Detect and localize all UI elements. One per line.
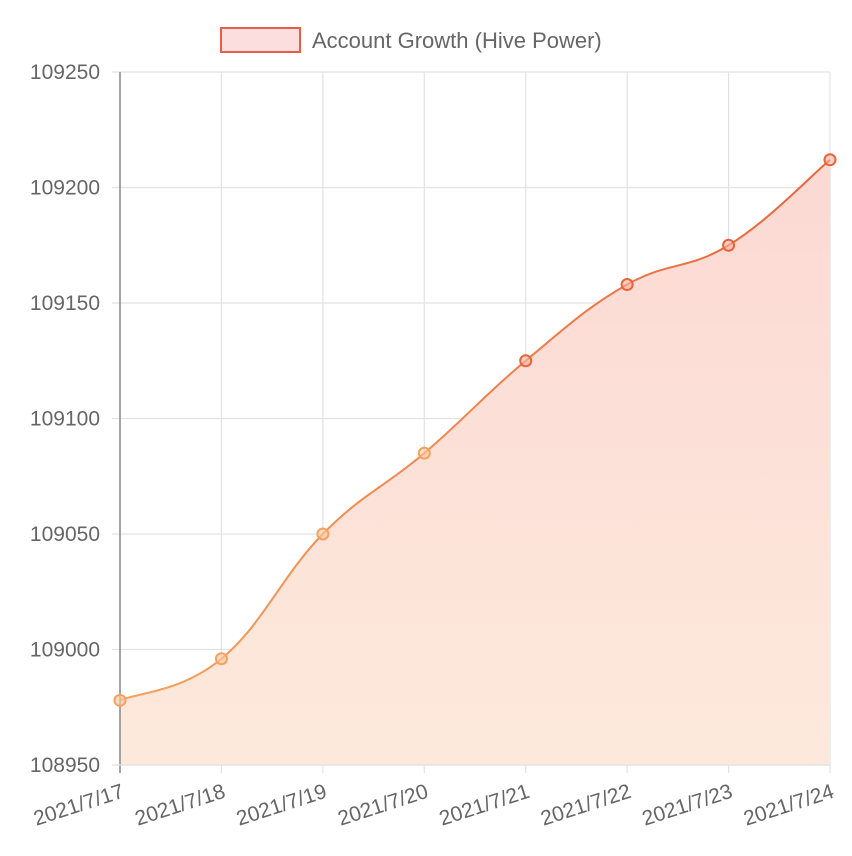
axes (112, 72, 830, 773)
y-tick-label: 109150 (30, 292, 100, 315)
legend-swatch[interactable] (220, 27, 301, 53)
x-tick-label: 2021/7/24 (741, 780, 837, 831)
series-line (119, 159, 831, 702)
x-tick-label: 2021/7/17 (31, 780, 127, 831)
x-tick-label: 2021/7/23 (639, 780, 735, 831)
data-point[interactable] (214, 652, 228, 666)
x-axis-tick-labels: 2021/7/17 2021/7/18 2021/7/19 2021/7/20 2021… (31, 780, 837, 831)
x-tick-label: 2021/7/18 (132, 780, 228, 831)
data-point[interactable] (417, 446, 431, 460)
y-axis-tick-labels: 108950 109000 109050 109100 109150 109200 1092… (30, 61, 100, 777)
y-tick-label: 109100 (30, 408, 100, 431)
y-tick-label: 109050 (30, 523, 100, 546)
data-point[interactable] (620, 278, 634, 292)
y-tick-label: 108950 (30, 754, 100, 777)
y-tick-label: 109250 (30, 61, 100, 84)
data-point[interactable] (519, 354, 533, 368)
legend-label[interactable]: Account Growth (Hive Power) (312, 28, 602, 53)
x-tick-label: 2021/7/22 (538, 780, 634, 831)
y-tick-label: 109200 (30, 177, 100, 200)
area-layer (119, 159, 831, 765)
data-points (113, 153, 837, 707)
data-point[interactable] (316, 527, 330, 541)
x-tick-label: 2021/7/19 (234, 780, 330, 831)
data-point[interactable] (823, 153, 837, 167)
series-area-fill (120, 159, 830, 765)
y-tick-label: 109000 (30, 639, 100, 662)
legend[interactable]: Account Growth (Hive Power) (220, 27, 602, 53)
x-tick-label: 2021/7/20 (335, 780, 431, 831)
x-tick-label: 2021/7/21 (436, 780, 532, 831)
data-point[interactable] (722, 238, 736, 252)
data-point[interactable] (113, 693, 127, 707)
